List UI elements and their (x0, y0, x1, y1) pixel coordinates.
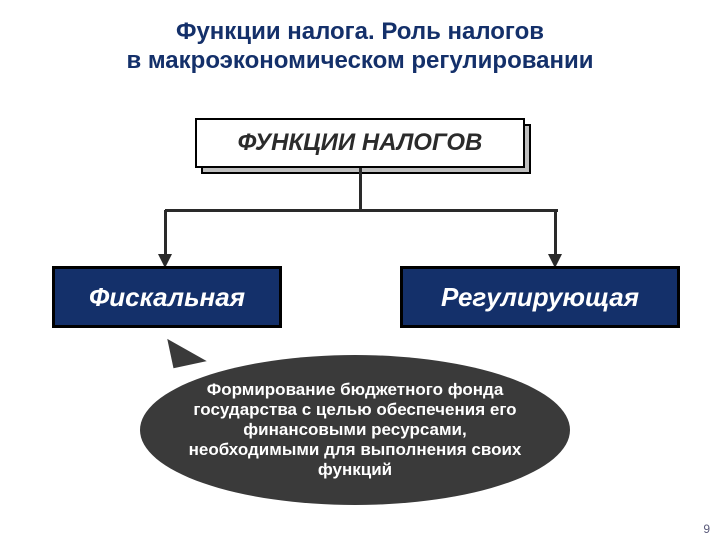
connector-hbar (165, 209, 558, 212)
right-box-label: Регулирующая (441, 282, 639, 313)
connector-drop-left (164, 210, 167, 254)
page-number: 9 (703, 522, 710, 536)
slide-title: Функции налога. Роль налогов в макроэкон… (0, 18, 720, 76)
topbox: ФУНКЦИИ НАЛОГОВ (195, 118, 525, 168)
connector-drop-right (554, 210, 557, 254)
bubble-text: Формирование бюджетного фонда государств… (180, 380, 530, 480)
right-box: Регулирующая (400, 266, 680, 328)
speech-bubble: Формирование бюджетного фонда государств… (140, 355, 570, 505)
left-box-label: Фискальная (89, 282, 245, 313)
left-box: Фискальная (52, 266, 282, 328)
title-line1: Функции налога. Роль налогов (176, 18, 544, 45)
bubble-tail (167, 332, 206, 368)
title-line2: в макроэкономическом регулировании (126, 47, 593, 74)
topbox-label: ФУНКЦИИ НАЛОГОВ (238, 129, 483, 157)
connector-stem (359, 168, 362, 210)
